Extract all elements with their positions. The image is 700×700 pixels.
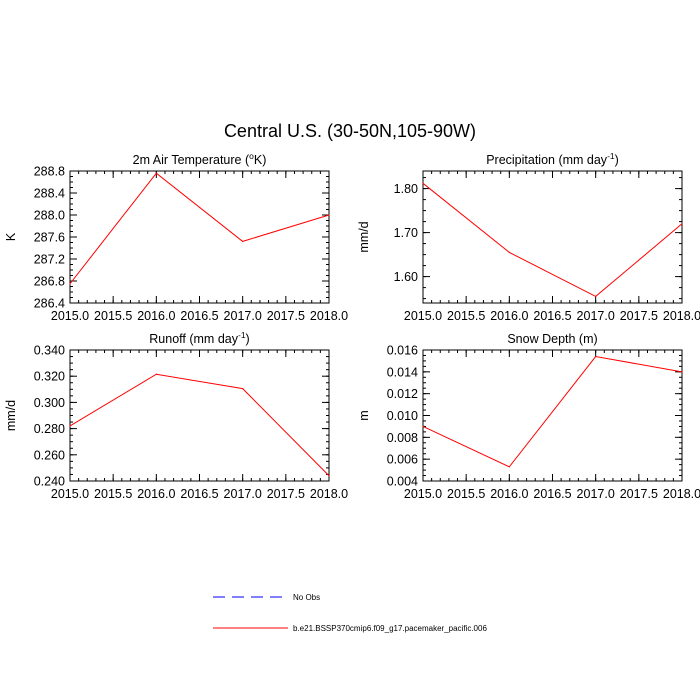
y-tick-label: 1.60 <box>394 270 418 284</box>
y-tick-label: 288.4 <box>34 187 65 201</box>
x-tick-label: 2016.5 <box>180 309 218 323</box>
x-tick-label: 2017.5 <box>620 487 658 501</box>
legend-label: No Obs <box>293 593 320 602</box>
panel-title: 2m Air Temperature (oK) <box>133 151 267 167</box>
data-point <box>681 223 683 225</box>
x-tick-label: 2017.0 <box>224 487 262 501</box>
y-tick-label: 1.80 <box>394 182 418 196</box>
y-axis-label: m <box>357 410 371 420</box>
y-tick-label: 0.016 <box>387 344 418 358</box>
plot-frame <box>422 170 683 304</box>
data-point <box>242 240 244 242</box>
y-tick-label: 286.8 <box>34 275 65 289</box>
x-tick-label: 2017.0 <box>577 487 615 501</box>
series-line <box>422 182 683 297</box>
legend-label: b.e21.BSSP370cmip6.f09_g17.pacemaker_pac… <box>293 624 487 633</box>
panel-snow-depth: Snow Depth (m) m 2015.0 2015.5 2016.0 2016.5 2… <box>357 332 700 501</box>
x-tick-label: 2015.0 <box>51 487 89 501</box>
x-tick-label: 2015.0 <box>51 309 89 323</box>
legend-item: b.e21.BSSP370cmip6.f09_g17.pacemaker_pac… <box>213 624 487 633</box>
plot-frame <box>69 349 330 482</box>
x-tick-label: 2015.5 <box>447 309 485 323</box>
panel-runoff: Runoff (mm day-1) mm/d 2015.0 2015.5 2016.0 2… <box>4 330 348 501</box>
legend: No Obs b.e21.BSSP370cmip6.f09_g17.pacemak… <box>213 593 487 633</box>
y-axis-label: K <box>4 232 18 241</box>
y-tick-label: 0.006 <box>387 453 418 467</box>
plot-frame <box>69 170 330 304</box>
x-tick-label: 2016.0 <box>137 309 175 323</box>
y-tick-label: 1.70 <box>394 226 418 240</box>
x-tick-label: 2016.5 <box>533 487 571 501</box>
figure-title: Central U.S. (30-50N,105-90W) <box>224 121 476 141</box>
panel-title: Runoff (mm day-1) <box>149 330 249 346</box>
y-tick-label: 0.014 <box>387 365 418 379</box>
x-tick-label: 2017.0 <box>224 309 262 323</box>
data-point <box>69 425 71 427</box>
series-line <box>69 172 330 285</box>
x-tick-label: 2015.0 <box>404 487 442 501</box>
data-point <box>681 371 683 373</box>
y-tick-label: 0.004 <box>387 475 418 489</box>
x-tick-label: 2018.0 <box>310 487 348 501</box>
data-point <box>508 466 510 468</box>
plot-frame <box>422 349 683 482</box>
data-point <box>595 355 597 358</box>
y-tick-label: 0.260 <box>34 448 65 462</box>
data-point <box>328 475 330 477</box>
y-tick-label: 0.012 <box>387 387 418 401</box>
y-tick-label: 0.010 <box>387 409 418 423</box>
x-tick-label: 2015.5 <box>94 309 132 323</box>
data-point <box>422 182 424 184</box>
x-tick-label: 2018.0 <box>310 309 348 323</box>
x-tick-label: 2015.5 <box>94 487 132 501</box>
data-point <box>328 214 330 216</box>
x-tick-label: 2017.5 <box>620 309 658 323</box>
legend-item: No Obs <box>213 593 320 602</box>
x-tick-label: 2016.0 <box>490 309 528 323</box>
panel-precipitation: Precipitation (mm day-1) mm/d 2015.0 2015.5… <box>357 151 700 323</box>
y-tick-label: 0.320 <box>34 370 65 384</box>
data-point <box>422 425 424 428</box>
x-tick-label: 2015.0 <box>404 309 442 323</box>
data-point <box>69 283 71 285</box>
data-point <box>508 251 510 253</box>
y-tick-label: 0.008 <box>387 431 418 445</box>
x-tick-label: 2017.0 <box>577 309 615 323</box>
data-point <box>242 388 244 390</box>
x-tick-label: 2017.5 <box>267 487 305 501</box>
x-tick-label: 2018.0 <box>663 309 700 323</box>
x-tick-label: 2016.5 <box>180 487 218 501</box>
x-tick-label: 2016.5 <box>533 309 571 323</box>
panel-title: Snow Depth (m) <box>507 332 597 346</box>
y-axis-label: mm/d <box>357 221 371 252</box>
y-tick-label: 0.280 <box>34 422 65 436</box>
x-tick-label: 2017.5 <box>267 309 305 323</box>
x-tick-label: 2015.5 <box>447 487 485 501</box>
y-tick-label: 288.8 <box>34 165 65 179</box>
y-tick-label: 0.300 <box>34 396 65 410</box>
y-tick-label: 0.340 <box>34 344 65 358</box>
y-axis-label: mm/d <box>4 400 18 431</box>
panels-group: 2m Air Temperature (oK) K 2015.0 2015.5 2016… <box>4 151 700 501</box>
y-tick-label: 0.240 <box>34 475 65 489</box>
panel-title: Precipitation (mm day-1) <box>486 151 619 167</box>
x-tick-label: 2016.0 <box>490 487 528 501</box>
y-tick-label: 287.2 <box>34 253 65 267</box>
y-tick-label: 288.0 <box>34 209 65 223</box>
series-line <box>422 356 683 468</box>
panel-temperature: 2m Air Temperature (oK) K 2015.0 2015.5 2016… <box>4 151 348 323</box>
data-point <box>155 373 157 375</box>
x-tick-label: 2016.0 <box>137 487 175 501</box>
data-point <box>155 172 157 174</box>
y-tick-label: 287.6 <box>34 231 65 245</box>
data-point <box>595 295 597 297</box>
series-line <box>69 373 330 477</box>
y-tick-label: 286.4 <box>34 297 65 311</box>
x-tick-label: 2018.0 <box>663 487 700 501</box>
